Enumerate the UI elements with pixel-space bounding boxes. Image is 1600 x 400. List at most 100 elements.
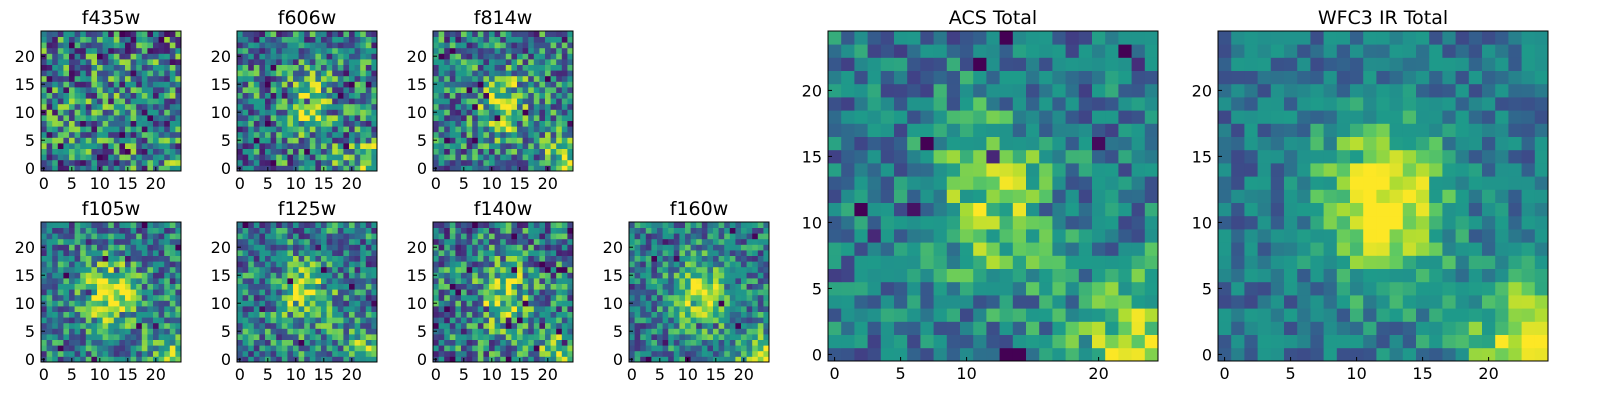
heatmap-cell [701,266,708,273]
heatmap-cell [164,300,171,307]
heatmap-cell [438,87,445,93]
heatmap-cell [287,345,294,352]
heatmap-cell [1065,321,1080,335]
heatmap-cell [175,92,182,99]
heatmap-cell [293,261,299,268]
heatmap-cell [41,126,47,133]
heatmap-cell [752,356,759,363]
heatmap-cell [461,92,467,99]
heatmap-cell [741,278,747,284]
heatmap-cell [561,356,568,363]
heatmap-cell [763,272,770,279]
heatmap-cell [175,53,182,60]
heatmap-cell [438,261,445,268]
heatmap-cell [999,255,1014,269]
heatmap-cell [276,59,283,65]
heatmap-cell [550,53,557,60]
heatmap-cell [298,92,305,99]
heatmap-cell [321,81,327,88]
heatmap-cell [321,289,327,296]
heatmap-cell [315,345,322,352]
heatmap-cell [673,238,680,245]
heatmap-cell [52,59,59,65]
heatmap-cell [461,317,467,324]
heatmap-cell [125,148,131,155]
heatmap-cell [315,75,322,82]
heatmap-cell [511,47,518,54]
heatmap-cell [634,300,641,307]
heatmap-cell [74,120,81,127]
heatmap-cell [259,137,266,144]
heatmap-cell [248,283,255,290]
heatmap-cell [724,306,731,312]
heatmap-cell [57,115,64,121]
heatmap-cell [444,47,451,54]
heatmap-cell [561,126,568,133]
heatmap-cell [63,115,70,121]
heatmap-cell [332,31,339,37]
heatmap-cell [500,261,507,268]
heatmap-cell [455,233,462,240]
heatmap-cell [707,322,714,329]
heatmap-cell [500,350,507,357]
heatmap-cell [119,31,126,37]
heatmap-cell [141,98,148,105]
heatmap-cell [52,81,59,88]
heatmap-cell [907,268,921,283]
heatmap-cell [85,294,92,301]
heatmap-cell [46,120,53,127]
heatmap-cell [433,266,439,273]
heatmap-cell [500,159,507,166]
heatmap-cell [52,70,59,77]
x-tick-label: 10 [286,174,306,193]
heatmap-cell [237,98,243,105]
heatmap-cell [293,87,299,93]
heatmap-cell [867,347,882,362]
heatmap-cell [343,311,350,318]
heatmap-cell [141,64,148,71]
heatmap-cell [354,81,361,88]
heatmap-cell [259,266,266,273]
heatmap-cell [461,64,467,71]
heatmap-cell [108,278,115,284]
heatmap-cell [63,300,70,307]
heatmap-cell [253,64,260,71]
heatmap-cell [158,345,165,352]
heatmap-cell [556,294,563,301]
heatmap-cells [237,31,378,172]
heatmap-cell [102,53,109,60]
heatmap-cell [522,154,529,161]
heatmap-cell [349,92,355,99]
heatmap-cell [349,244,355,251]
heatmap-cell [567,322,574,329]
heatmap-cell [894,255,908,269]
heatmap-cell [999,242,1014,256]
heatmap-cell [707,345,714,352]
heatmap-cell [74,109,81,116]
heatmap-cell [640,261,647,268]
heatmap-cell [130,328,137,335]
heatmap-cell [763,227,770,234]
heatmap-cell [91,154,98,161]
heatmap-cell [52,334,59,340]
heatmap-cell [505,222,512,228]
heatmap-cell [651,266,658,273]
heatmap-cell [741,238,747,245]
heatmap-cell [259,109,266,116]
heatmap-cell [175,300,182,307]
heatmap-cell [321,322,327,329]
heatmap-cell [651,272,658,279]
heatmap-cell [360,322,367,329]
heatmap-cell [119,148,126,155]
heatmap-cell [662,322,669,329]
heatmap-cell [511,233,518,240]
heatmap-cell [281,244,288,251]
heatmap-cell [108,222,115,228]
heatmap-cell [489,266,495,273]
heatmap-cell [270,238,277,245]
heatmap-cell [690,334,697,340]
heatmap-cell [141,345,148,352]
heatmap-cell [130,36,137,43]
heatmap-cell [696,311,703,318]
